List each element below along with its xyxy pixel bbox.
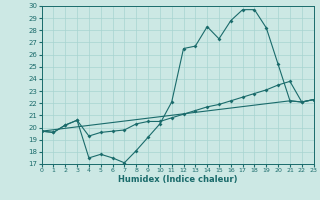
X-axis label: Humidex (Indice chaleur): Humidex (Indice chaleur) <box>118 175 237 184</box>
